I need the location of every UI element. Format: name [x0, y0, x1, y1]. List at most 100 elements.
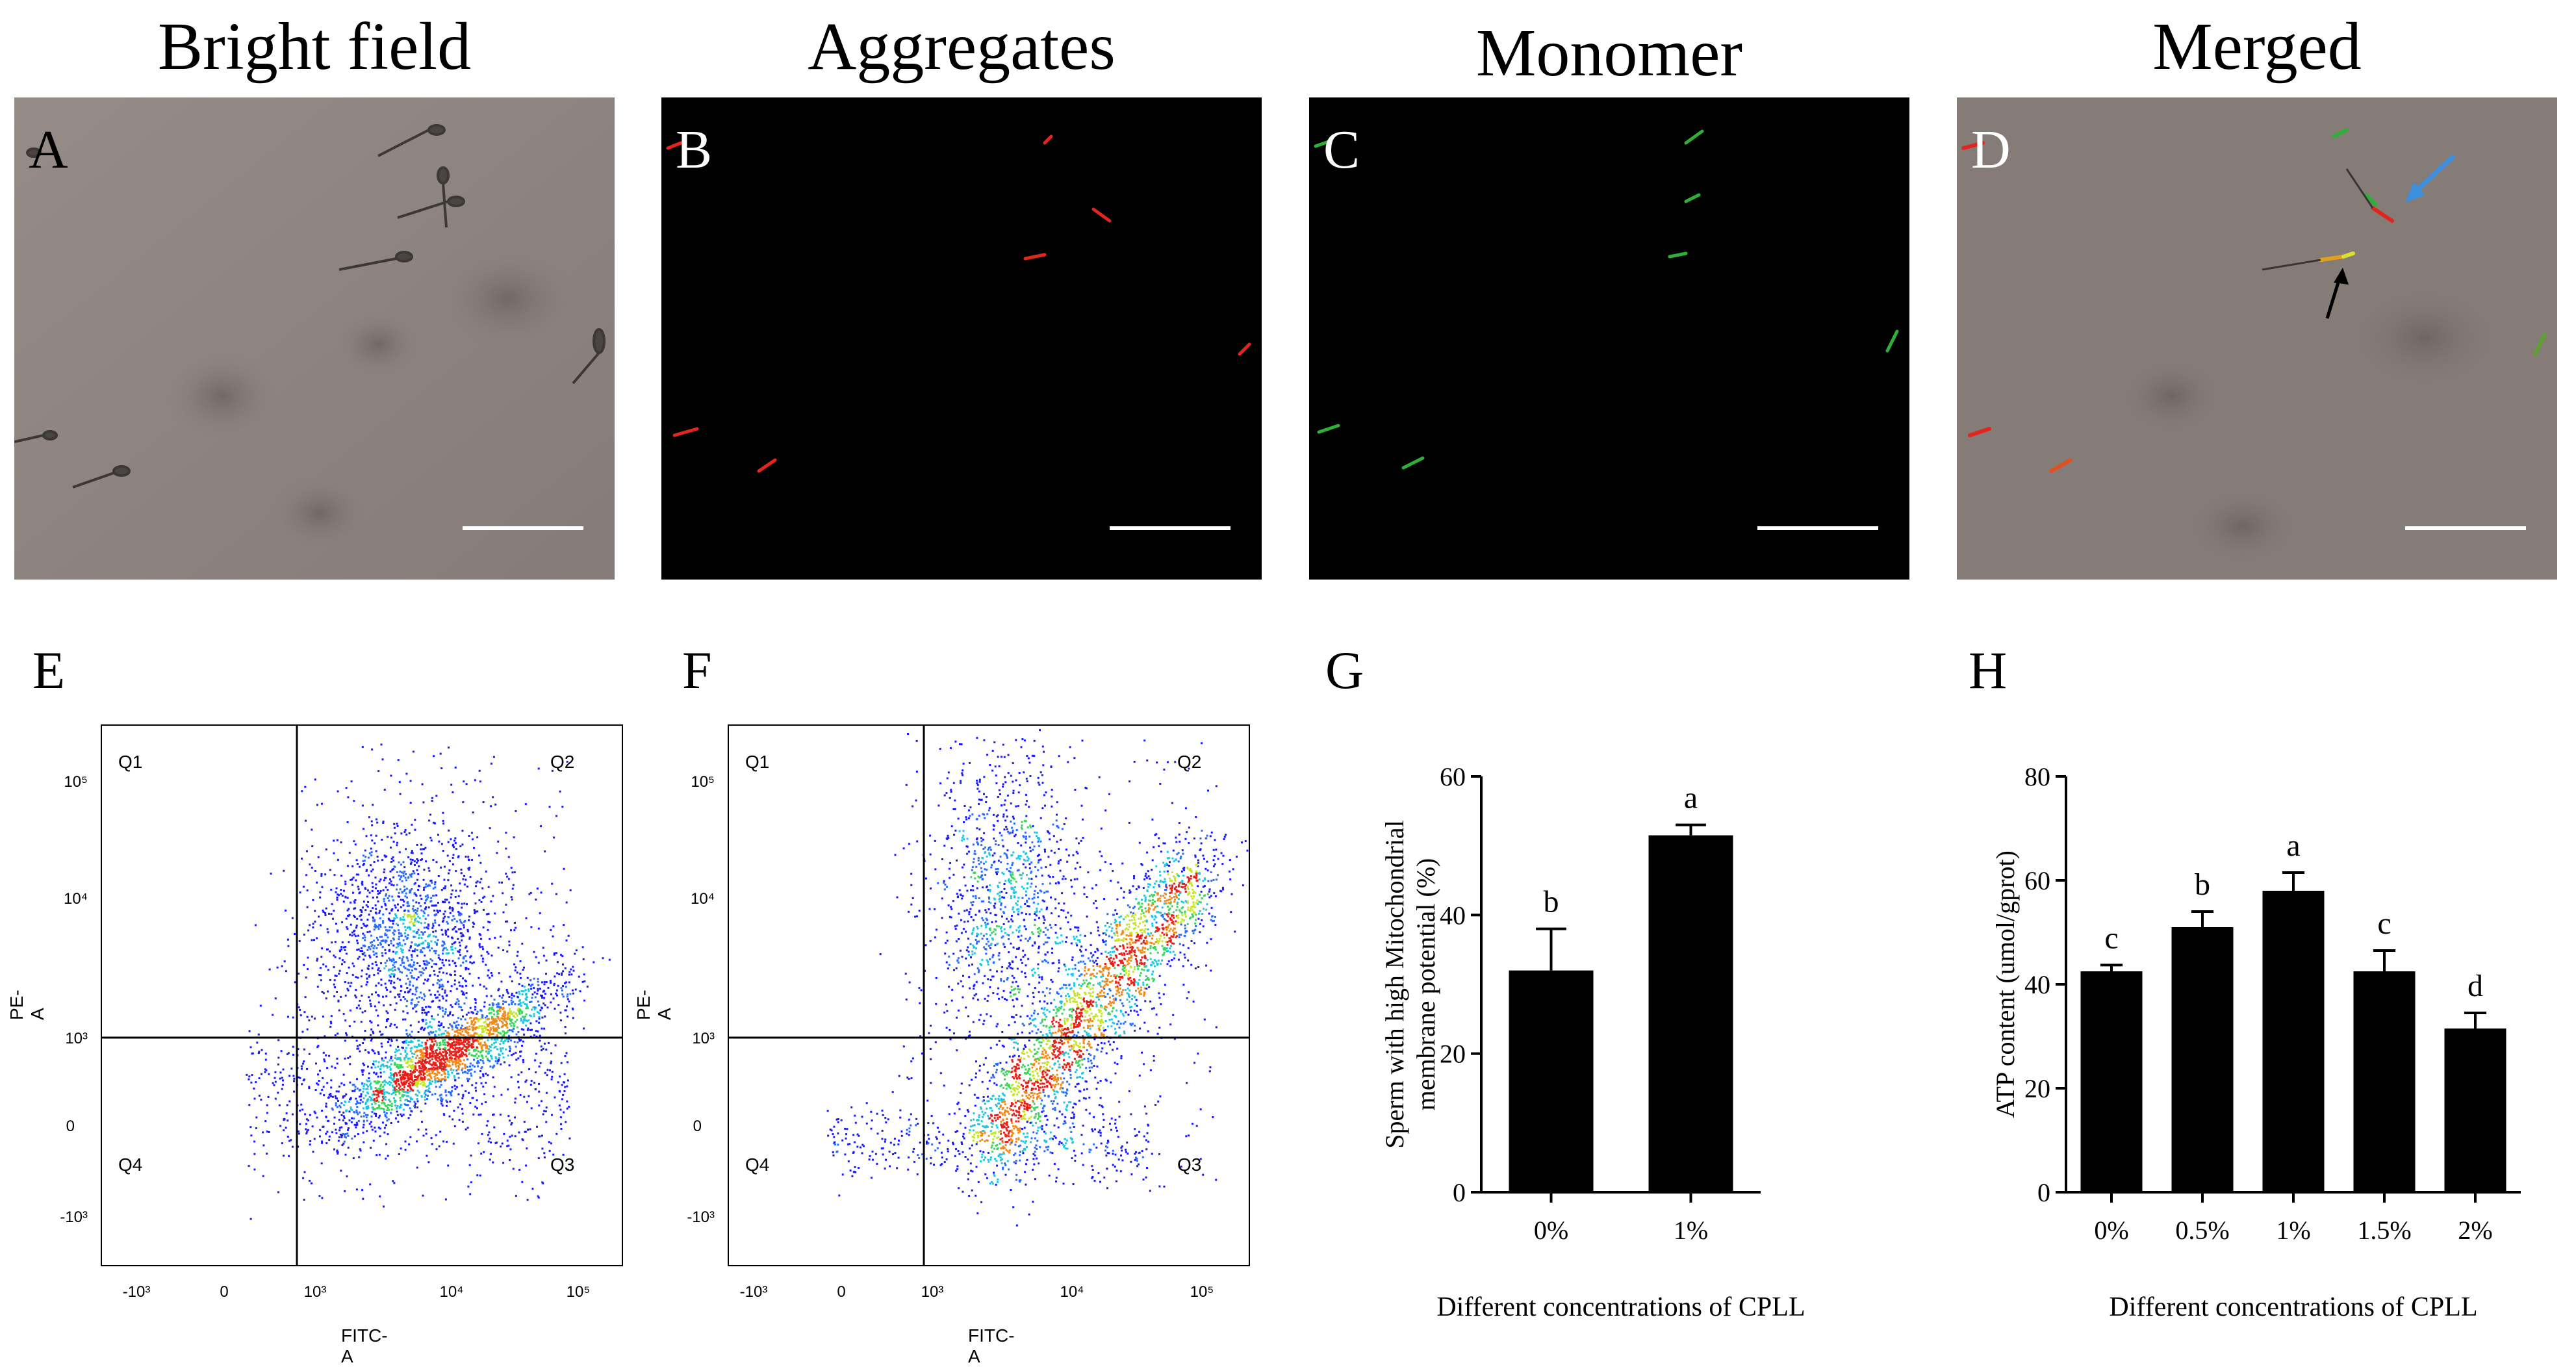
flow-event-dot — [420, 895, 422, 897]
x-tick-label: -10³ — [104, 1283, 169, 1301]
flow-event-dot — [1006, 849, 1008, 851]
flow-event-dot — [281, 1088, 283, 1090]
flow-event-dot — [507, 1040, 509, 1042]
flow-event-dot — [565, 986, 567, 988]
flow-event-dot — [1143, 995, 1145, 997]
flow-event-dot — [335, 1034, 337, 1036]
flow-event-dot — [511, 980, 513, 982]
flow-event-dot — [440, 767, 442, 769]
flow-event-dot — [543, 955, 545, 957]
flow-event-dot — [370, 1147, 372, 1149]
flow-event-dot — [347, 797, 349, 798]
flow-event-dot — [469, 962, 471, 964]
flow-event-dot — [387, 1155, 389, 1157]
flow-event-dot — [458, 982, 460, 984]
flow-event-dot — [345, 1122, 347, 1124]
flow-event-dot — [568, 971, 570, 973]
flow-event-dot — [373, 1091, 375, 1093]
flow-event-dot — [450, 1038, 452, 1040]
flow-event-dot — [314, 870, 316, 872]
flow-event-dot — [450, 1056, 452, 1058]
flow-event-dot — [1205, 868, 1206, 870]
flow-event-dot — [376, 1099, 378, 1101]
flow-event-dot — [567, 998, 569, 1000]
flow-event-dot — [400, 1066, 402, 1068]
flow-event-dot — [432, 923, 434, 925]
flow-event-dot — [402, 919, 403, 921]
flow-event-dot — [279, 1105, 281, 1106]
flow-event-dot — [447, 936, 449, 938]
flow-event-dot — [497, 1016, 499, 1018]
flow-event-dot — [467, 1186, 469, 1188]
flow-event-dot — [294, 933, 296, 935]
flow-event-dot — [316, 958, 318, 960]
flow-event-dot — [452, 1118, 453, 1120]
flow-event-dot — [551, 1114, 553, 1116]
flow-event-dot — [460, 1040, 462, 1041]
flow-event-dot — [413, 930, 414, 932]
flow-event-dot — [1175, 909, 1177, 911]
flow-event-dot — [442, 921, 444, 923]
flow-event-dot — [459, 845, 461, 847]
flow-event-dot — [379, 1085, 381, 1087]
flow-event-dot — [485, 1027, 487, 1028]
flow-event-dot — [441, 945, 443, 947]
flow-event-dot — [330, 889, 332, 891]
flow-event-dot — [355, 1103, 357, 1105]
flow-event-dot — [1034, 845, 1036, 847]
flow-event-dot — [474, 1021, 476, 1023]
flow-event-dot — [483, 1075, 485, 1077]
flow-event-dot — [506, 1023, 508, 1025]
flow-event-dot — [989, 912, 991, 914]
flow-event-dot — [390, 982, 392, 984]
flow-event-dot — [476, 1174, 478, 1176]
flow-event-dot — [328, 1055, 330, 1057]
flow-event-dot — [978, 1069, 980, 1071]
flow-event-dot — [308, 1019, 310, 1021]
flow-event-dot — [557, 961, 559, 963]
flow-event-dot — [385, 908, 387, 910]
flow-event-dot — [361, 969, 363, 971]
flow-event-dot — [431, 947, 433, 949]
flow-event-dot — [442, 959, 444, 961]
flow-event-dot — [461, 1067, 463, 1069]
flow-event-dot — [368, 946, 370, 948]
flow-event-dot — [458, 1077, 460, 1079]
flow-event-dot — [511, 1002, 513, 1004]
flow-event-dot — [393, 982, 395, 984]
flow-event-dot — [478, 854, 480, 856]
flow-event-dot — [525, 993, 527, 995]
flow-event-dot — [487, 1058, 489, 1060]
flow-event-dot — [405, 829, 407, 831]
flow-event-dot — [440, 1094, 442, 1096]
flow-event-dot — [411, 1058, 413, 1060]
flow-event-dot — [366, 949, 368, 951]
flow-event-dot — [547, 1006, 549, 1008]
flow-event-dot — [1173, 850, 1175, 852]
flow-event-dot — [377, 969, 379, 971]
flow-event-dot — [1241, 841, 1243, 843]
flow-event-dot — [375, 912, 377, 913]
flow-event-dot — [1045, 1016, 1047, 1018]
flow-event-dot — [468, 1032, 470, 1034]
flow-event-dot — [418, 1045, 420, 1047]
flow-event-dot — [389, 926, 390, 928]
flow-event-dot — [362, 1012, 364, 1014]
flow-event-dot — [885, 1121, 887, 1123]
flow-event-dot — [1045, 1132, 1047, 1134]
flow-event-dot — [448, 964, 450, 966]
flow-event-dot — [429, 885, 431, 887]
flow-event-dot — [397, 1114, 399, 1116]
flow-event-dot — [433, 1053, 435, 1054]
flow-event-dot — [387, 897, 389, 899]
flow-event-dot — [950, 906, 952, 908]
flow-event-dot — [1010, 895, 1012, 897]
flow-event-dot — [322, 991, 324, 993]
flow-event-dot — [578, 976, 580, 978]
flow-event-dot — [450, 1047, 452, 1049]
flow-event-dot — [426, 1098, 428, 1100]
flow-event-dot — [548, 1141, 550, 1143]
flow-event-dot — [458, 1003, 460, 1005]
flow-event-dot — [962, 1151, 964, 1153]
flow-event-dot — [436, 1049, 438, 1051]
